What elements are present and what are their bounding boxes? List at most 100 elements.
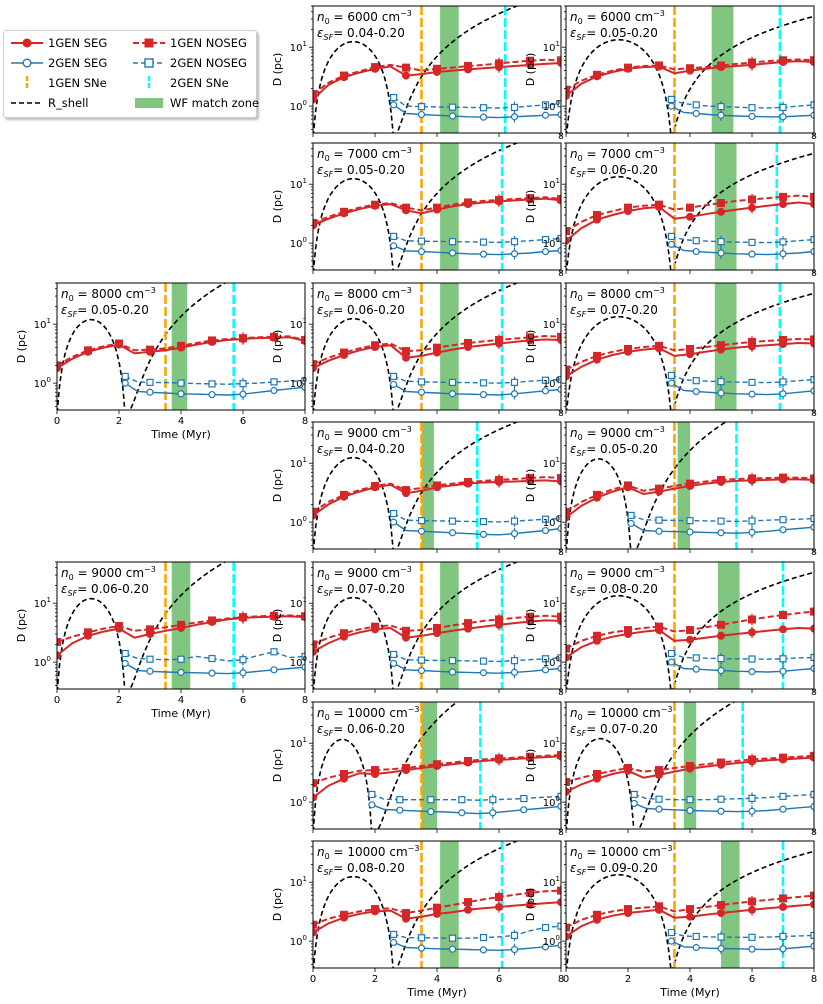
y-tick-label-base: 10 (34, 658, 47, 669)
data-point-2gen-seg (510, 390, 519, 398)
y-tick-label: 101 (290, 875, 307, 889)
data-point-1gen-noseg (566, 85, 570, 94)
data-point-1gen-noseg (464, 619, 472, 628)
x-tick-label: 4 (178, 695, 184, 706)
data-point-2gen-noseg (121, 372, 129, 381)
panel-density-label: n0 = 9000 cm−3 (317, 565, 412, 582)
shell-radius-curve-1 (566, 458, 632, 549)
density-unit-exponent: −3 (400, 425, 412, 434)
data-point-1gen-noseg (313, 90, 317, 99)
y-tick-label-exponent: 1 (303, 456, 307, 464)
data-point-2gen-noseg (748, 933, 756, 941)
x-axis-label: Time (Myr) (150, 707, 211, 720)
x-tick-label: 8 (302, 416, 308, 427)
y-axis-label: D (pc) (271, 190, 284, 224)
data-point-1gen-noseg (340, 71, 348, 80)
panel-plot-area (313, 143, 561, 270)
y-axis-label: D (pc) (15, 609, 28, 643)
density-subscript: 0 (325, 713, 330, 722)
y-axis-label: D (pc) (271, 469, 284, 503)
data-point-2gen-noseg (427, 796, 435, 804)
data-point-1gen-noseg (717, 901, 725, 910)
y-tick-label-exponent: 0 (556, 655, 560, 663)
wf-match-zone (721, 841, 740, 968)
panel-density-label: n0 = 10000 cm−3 (317, 705, 419, 722)
data-point-1gen-seg (433, 909, 441, 918)
data-point-2gen-noseg (667, 95, 676, 104)
efficiency-symbol: ε (61, 582, 68, 596)
data-point-1gen-noseg (779, 56, 787, 65)
x-tick-label: 2 (116, 416, 122, 427)
shell-radius-curve-2 (672, 152, 814, 270)
panel-efficiency-label: εSF= 0.05-0.20 (61, 303, 149, 319)
panel-density-label: n0 = 6000 cm−3 (570, 9, 665, 26)
y-tick-label: 100 (290, 236, 307, 250)
data-point-1gen-noseg (686, 905, 694, 914)
efficiency-value: = 0.07-0.20 (586, 303, 658, 317)
data-point-2gen-noseg (301, 652, 305, 661)
y-tick-label: 101 (543, 596, 560, 610)
data-point-1gen-noseg (371, 482, 379, 491)
data-point-2gen-seg (692, 247, 700, 256)
panel-density-label: n0 = 7000 cm−3 (317, 146, 412, 163)
density-symbol: n (570, 287, 578, 301)
data-point-1gen-noseg (810, 891, 814, 900)
y-tick-label: 101 (290, 736, 307, 750)
y-tick-label-exponent: 1 (303, 317, 307, 325)
data-point-2gen-seg (630, 799, 638, 808)
data-point-2gen-seg (146, 388, 154, 396)
data-point-2gen-noseg (239, 380, 247, 388)
legend-label-wf-zone: WF match zone (170, 96, 260, 110)
panel-efficiency-label: εSF= 0.06-0.20 (570, 163, 658, 179)
y-tick-label-base: 10 (290, 320, 303, 331)
x-tick-label: 8 (558, 974, 564, 985)
efficiency-symbol: ε (570, 26, 577, 40)
y-tick-label: 101 (543, 456, 560, 470)
data-point-1gen-noseg (402, 486, 410, 495)
data-point-2gen-noseg (479, 104, 488, 112)
data-point-2gen-seg (177, 668, 185, 676)
data-point-2gen-seg (748, 250, 756, 258)
data-point-1gen-noseg (655, 200, 663, 209)
panel-efficiency-label: εSF= 0.07-0.20 (317, 582, 405, 598)
data-point-2gen-noseg (557, 514, 561, 523)
legend: 1GEN SEG 1GEN NOSEG 2GEN SEG 2GEN NOSEG … (3, 30, 260, 118)
data-point-2gen-seg (390, 101, 398, 109)
shell-radius-curve-1 (313, 596, 394, 689)
data-point-2gen-seg (146, 667, 154, 675)
x-tick-label-max: 8 (558, 548, 564, 558)
panel-plot-area (57, 562, 305, 689)
panel-efficiency-label: εSF= 0.09-0.20 (570, 861, 658, 877)
data-point-1gen-noseg (779, 192, 787, 201)
shell-radius-curve-1 (313, 317, 394, 410)
data-point-2gen-noseg (810, 375, 814, 384)
y-tick-label: 100 (34, 376, 51, 390)
data-point-2gen-seg (448, 112, 457, 120)
series-line-2gen-seg (671, 382, 814, 396)
data-point-2gen-seg (557, 664, 561, 673)
data-point-1gen-noseg (84, 628, 92, 637)
y-tick-label-exponent: 0 (303, 515, 307, 523)
data-point-1gen-noseg (84, 346, 92, 355)
data-point-2gen-noseg (667, 649, 676, 658)
data-point-1gen-noseg (495, 893, 503, 902)
data-point-2gen-seg (748, 390, 756, 398)
data-point-2gen-seg (448, 529, 457, 537)
y-tick-label-base: 10 (34, 379, 47, 390)
y-tick-label: 100 (290, 934, 307, 948)
data-point-2gen-noseg (557, 375, 561, 384)
data-point-1gen-noseg (313, 218, 317, 227)
data-point-2gen-noseg (779, 932, 787, 941)
data-point-2gen-noseg (448, 934, 457, 942)
density-unit-exponent: −3 (653, 146, 665, 155)
data-point-2gen-seg (717, 666, 725, 675)
data-point-2gen-seg (390, 659, 398, 668)
efficiency-value: = 0.08-0.20 (333, 861, 405, 875)
efficiency-symbol: ε (570, 163, 577, 177)
data-point-1gen-noseg (340, 490, 348, 499)
data-point-1gen-noseg (557, 886, 561, 895)
efficiency-subscript: SF (68, 589, 78, 598)
